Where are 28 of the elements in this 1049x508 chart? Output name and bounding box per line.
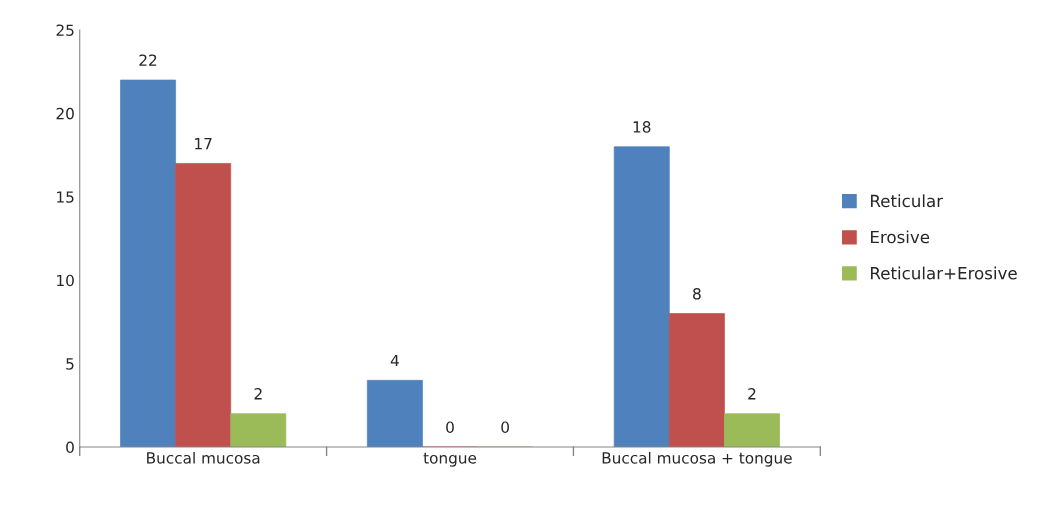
legend-label: Reticular bbox=[871, 194, 944, 208]
y-tick-label: 5 bbox=[66, 358, 74, 370]
y-tick-label: 0 bbox=[66, 441, 74, 454]
y-tick-label: 25 bbox=[56, 24, 74, 36]
bar bbox=[230, 413, 287, 448]
data-label: 0 bbox=[501, 421, 509, 433]
data-label: 18 bbox=[633, 121, 651, 133]
bar bbox=[175, 163, 232, 448]
y-tick-label: 20 bbox=[56, 107, 74, 120]
data-label: 0 bbox=[446, 421, 454, 433]
data-label: 4 bbox=[390, 354, 399, 367]
bar bbox=[668, 313, 725, 448]
data-label: 8 bbox=[693, 287, 701, 300]
data-label: 2 bbox=[748, 388, 756, 400]
bar bbox=[724, 413, 780, 448]
y-tick-label: 10 bbox=[57, 274, 74, 287]
legend-label: Erosive bbox=[871, 230, 930, 244]
legend-label: Reticular+Erosive bbox=[871, 266, 1017, 280]
data-label: 2 bbox=[254, 388, 262, 400]
x-tick-label: tongue bbox=[423, 452, 477, 467]
x-tick-label: Buccal mucosa + tongue bbox=[602, 451, 792, 467]
bar bbox=[120, 79, 176, 448]
bar bbox=[366, 379, 423, 448]
bar bbox=[613, 146, 670, 448]
x-tick-label: Buccal mucosa bbox=[147, 451, 260, 464]
data-label: 17 bbox=[195, 138, 212, 150]
data-label: 22 bbox=[139, 54, 157, 66]
y-tick-label: 15 bbox=[57, 191, 74, 203]
